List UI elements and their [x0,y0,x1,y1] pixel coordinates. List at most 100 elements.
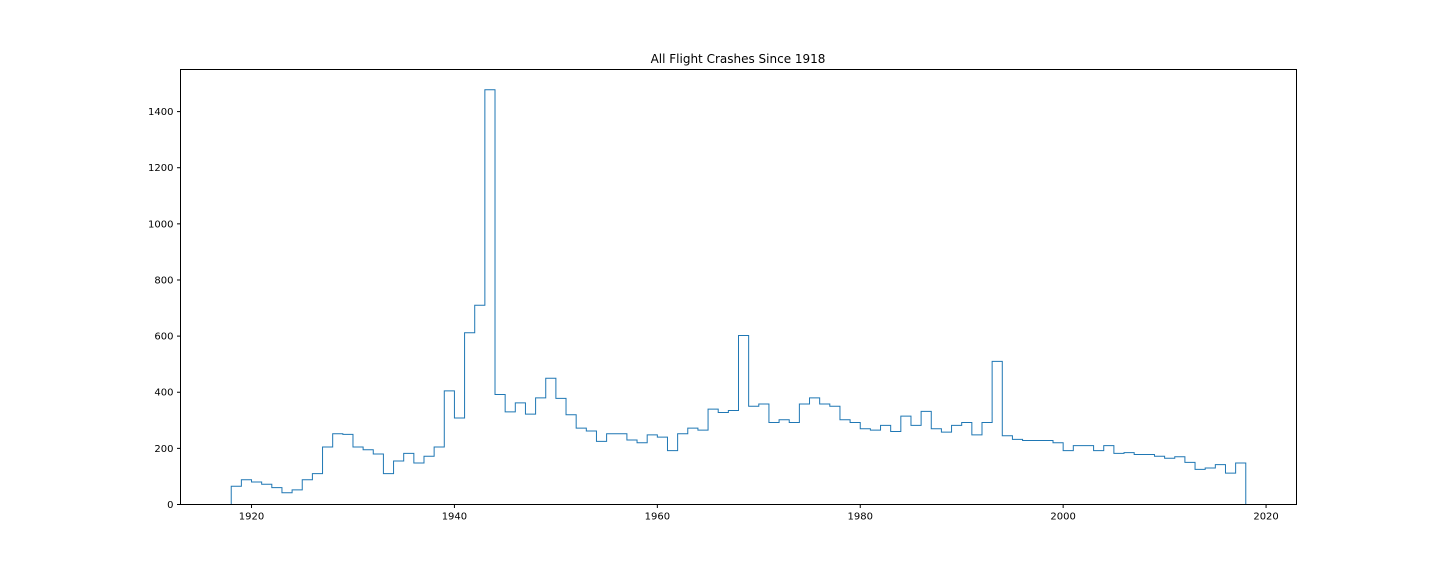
histogram-bin [739,336,749,505]
histogram-bin [454,418,464,504]
histogram-bin [323,447,333,505]
histogram-bin [799,404,809,504]
histogram-bin [282,493,292,505]
y-tick-label: 200 [154,444,173,455]
histogram-bin [1134,455,1144,505]
histogram-bin [434,447,444,505]
histogram-bin [525,414,535,504]
y-tick-label: 0 [167,500,173,511]
histogram-bin [292,490,302,505]
histogram-bin [536,398,546,505]
histogram-bin [444,391,454,505]
histogram-bin [343,434,353,504]
histogram-bin [515,403,525,505]
histogram-bin [840,420,850,505]
histogram-bin [718,412,728,504]
histogram-bin [262,484,272,504]
x-axis-ticks: 1920 1940 1960 1980 2000 2020 [239,504,1279,523]
histogram-bin [607,434,617,505]
histogram-bin [475,305,485,504]
histogram-bin [353,447,363,505]
histogram-bin [1073,446,1083,505]
histogram-bin [1104,446,1114,505]
histogram-bin [911,425,921,504]
histogram-bin [678,434,688,505]
histogram-bin [962,423,972,505]
histogram-bin [789,423,799,505]
histogram-bin [505,412,515,505]
histogram-bin [1225,473,1235,504]
histogram-bin [556,398,566,504]
histogram-bin [749,406,759,504]
histogram-bin [688,428,698,504]
histogram-bin [810,398,820,505]
histogram-bin [820,404,830,504]
x-tick-label: 2020 [1253,512,1278,523]
histogram-bin [414,463,424,505]
histogram-bin [1124,453,1134,505]
histogram-bin [708,409,718,504]
histogram-bin [891,432,901,505]
histogram-bin [373,454,383,505]
histogram-bin [992,361,1002,504]
y-tick-label: 1000 [148,219,173,230]
histogram-bin [546,378,556,504]
histogram-bin [759,404,769,504]
histogram-bin [941,432,951,504]
histogram-bin [657,437,667,504]
histogram-bin [1154,456,1164,504]
histogram-bin [647,435,657,505]
histogram-bin [1002,436,1012,505]
histogram-bin [1043,441,1053,505]
histogram-bin [881,425,891,504]
histogram-bin [485,90,495,505]
histogram-bin [931,429,941,505]
histogram-bin [667,451,677,505]
histogram-bin [1205,468,1215,504]
histogram-outline [230,89,1247,505]
histogram-bin [1236,463,1246,505]
histogram-bin [424,456,434,504]
histogram-bin [404,453,414,504]
x-tick-label: 1980 [848,512,873,523]
histogram-bin [302,480,312,505]
histogram-bin [1185,462,1195,504]
histogram-bin [1063,451,1073,505]
histogram-bin [870,430,880,504]
y-tick-label: 400 [154,388,173,399]
histogram-bin [779,420,789,505]
plot-area-frame [180,69,1297,505]
y-tick-label: 800 [154,275,173,286]
histogram-bin [627,440,637,505]
histogram-bin [566,415,576,505]
histogram-bin [921,411,931,504]
y-tick-label: 1200 [148,163,173,174]
histogram-bin [637,443,647,505]
histogram-bin [728,410,738,504]
histogram-bin [830,406,840,504]
histogram-bin [850,423,860,505]
x-tick-label: 1960 [645,512,670,523]
histogram-bin [1053,443,1063,505]
x-tick-label: 1920 [239,512,264,523]
histogram-bin [860,429,870,505]
y-tick-label: 600 [154,332,173,343]
histogram-bin [333,434,343,505]
histogram-bin [617,434,627,505]
histogram-bin [1215,465,1225,505]
histogram-bin [1165,458,1175,504]
histogram-bin [312,474,322,505]
x-tick-label: 1940 [442,512,467,523]
histogram-bin [241,480,251,505]
histogram-bin [596,441,606,504]
histogram-bin [1033,441,1043,505]
histogram-bin [982,423,992,505]
histogram-bin [952,425,962,504]
histogram-bin [231,486,241,504]
histogram-bin [495,394,505,504]
histogram-bin [769,423,779,505]
histogram-bin [383,474,393,505]
histogram-bin [252,482,262,504]
histogram-bin [1144,455,1154,505]
